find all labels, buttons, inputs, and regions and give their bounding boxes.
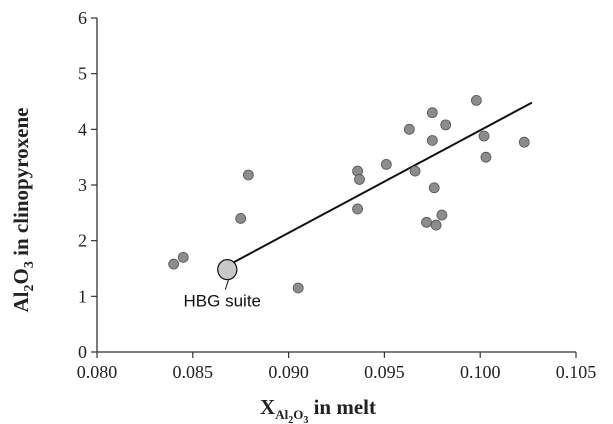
y-tick-label: 1 — [78, 286, 87, 306]
y-title-sub2: 3 — [22, 261, 37, 268]
data-point — [352, 203, 363, 215]
x-title-sub3: O — [293, 407, 303, 422]
y-title-suffix: in clinopyroxene — [9, 108, 33, 262]
ticks: 0 1 2 3 4 5 6 0.080 0.085 0.090 0.095 0.100 0.105 — [77, 8, 597, 382]
data-point — [430, 219, 442, 231]
data-point — [428, 182, 440, 194]
data-point — [242, 169, 254, 181]
x-tick-label: 0.100 — [460, 362, 501, 382]
x-tick-label: 0.090 — [268, 362, 309, 382]
y-tick-label: 3 — [78, 175, 87, 195]
data-point — [478, 130, 490, 142]
x-title-suffix: in melt — [308, 395, 376, 419]
y-tick-label: 4 — [78, 119, 87, 139]
data-point — [440, 119, 452, 131]
data-point — [380, 159, 392, 170]
y-tick-label: 6 — [78, 8, 87, 28]
data-point — [354, 174, 365, 185]
data-point — [235, 212, 247, 224]
x-title-main: X — [260, 395, 275, 419]
axes — [96, 18, 576, 353]
y-tick-label: 5 — [78, 64, 87, 84]
x-axis-title: XAl2O3 in melt — [260, 395, 376, 424]
data-point — [518, 136, 530, 148]
y-tick-label: 2 — [78, 231, 87, 251]
data-point — [177, 251, 189, 263]
data-point — [168, 258, 180, 270]
data-point — [470, 94, 482, 106]
data-point — [426, 135, 438, 146]
y-axis-title: Al2O3 in clinopyroxene — [9, 108, 37, 313]
data-point — [426, 107, 438, 119]
y-title-pre: Al — [9, 291, 33, 312]
x-title-sub2: 2 — [288, 415, 293, 424]
hbg-suite-ellipse — [217, 258, 238, 281]
hbg-suite-label: HBG suite — [184, 292, 261, 311]
x-tick-label: 0.105 — [556, 362, 597, 382]
data-point — [480, 151, 492, 163]
x-tick-label: 0.085 — [173, 362, 214, 382]
hbg-suite-group: HBG suite — [184, 258, 261, 311]
data-point — [421, 216, 432, 228]
y-title-sub1: 2 — [22, 284, 37, 291]
y-tick-label: 0 — [78, 342, 87, 362]
data-point — [436, 209, 448, 221]
y-title-mid: O — [9, 268, 33, 284]
data-point — [292, 282, 304, 294]
x-title-sub: Al — [275, 407, 288, 422]
data-point — [409, 165, 421, 177]
x-title-sub4: 3 — [303, 415, 308, 424]
x-tick-label: 0.095 — [364, 362, 405, 382]
data-points — [168, 94, 530, 294]
data-point — [403, 123, 415, 135]
x-tick-label: 0.080 — [77, 362, 118, 382]
trendline-group — [226, 101, 533, 267]
trendline — [226, 101, 533, 267]
